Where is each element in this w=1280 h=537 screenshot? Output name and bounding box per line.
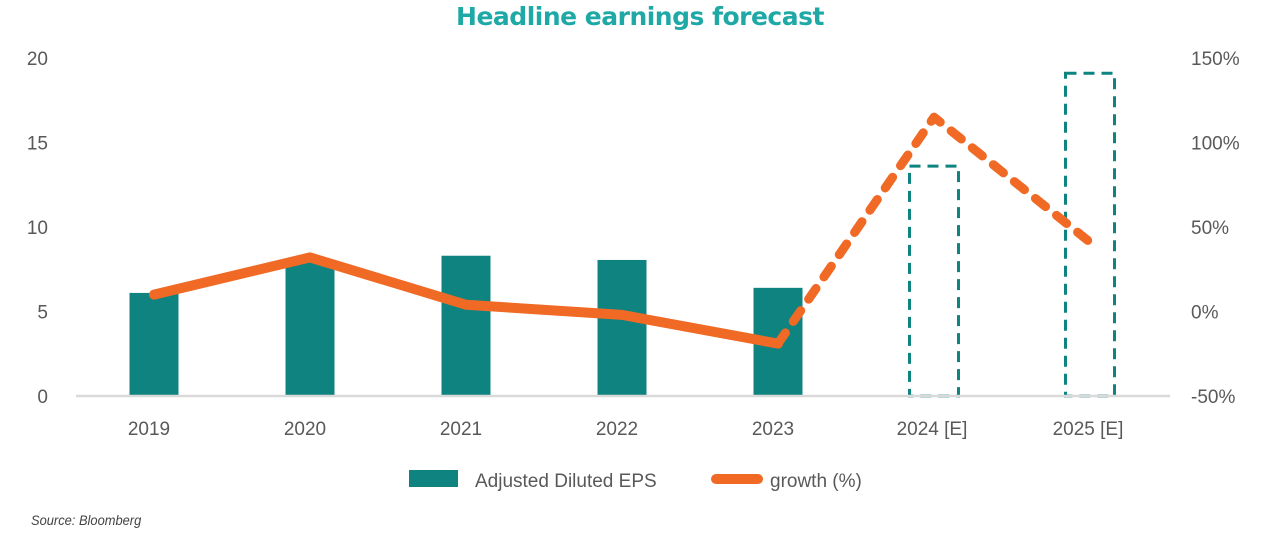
x-axis-tick: 2019	[128, 419, 170, 440]
source-note: Source: Bloomberg	[31, 512, 142, 528]
bar-estimated	[1064, 71, 1116, 398]
x-axis-tick: 2024 [E]	[897, 419, 968, 440]
left-axis-tick: 5	[37, 303, 48, 324]
left-axis-tick: 10	[27, 218, 48, 239]
right-axis-tick: 150%	[1191, 49, 1240, 70]
chart-title: Headline earnings forecast	[456, 2, 824, 31]
growth-line-estimate	[773, 112, 1095, 349]
bar-estimated	[908, 164, 960, 398]
bars-layer	[129, 71, 1116, 398]
right-axis-tick: 50%	[1191, 218, 1229, 239]
growth-line-layer	[149, 112, 1095, 349]
x-axis-tick: 2020	[284, 419, 326, 440]
bar	[441, 255, 491, 396]
x-axis-tick: 2023	[752, 419, 794, 440]
left-axis-ticks: 0 5 10 15 20	[27, 49, 48, 408]
legend-label-eps: Adjusted Diluted EPS	[475, 471, 657, 492]
left-axis-tick: 15	[27, 134, 48, 155]
bar	[597, 259, 647, 396]
left-axis-tick: 20	[27, 49, 48, 70]
right-axis-ticks: -50% 0% 50% 100% 150%	[1191, 49, 1240, 408]
x-axis-ticks: 2019 2020 2021 2022 2023 2024 [E] 2025 [E]	[128, 419, 1124, 440]
right-axis-tick: -50%	[1191, 387, 1235, 408]
legend-label-growth: growth (%)	[770, 471, 862, 492]
bar	[285, 262, 335, 396]
x-axis-tick: 2022	[596, 419, 638, 440]
legend: Adjusted Diluted EPS growth (%)	[409, 470, 862, 492]
right-axis-tick: 100%	[1191, 134, 1240, 155]
left-axis-tick: 0	[37, 387, 48, 408]
right-axis-tick: 0%	[1191, 303, 1219, 324]
legend-swatch-eps	[409, 470, 458, 487]
x-axis-tick: 2021	[440, 419, 482, 440]
x-axis-tick: 2025 [E]	[1053, 419, 1124, 440]
bar	[129, 292, 179, 396]
